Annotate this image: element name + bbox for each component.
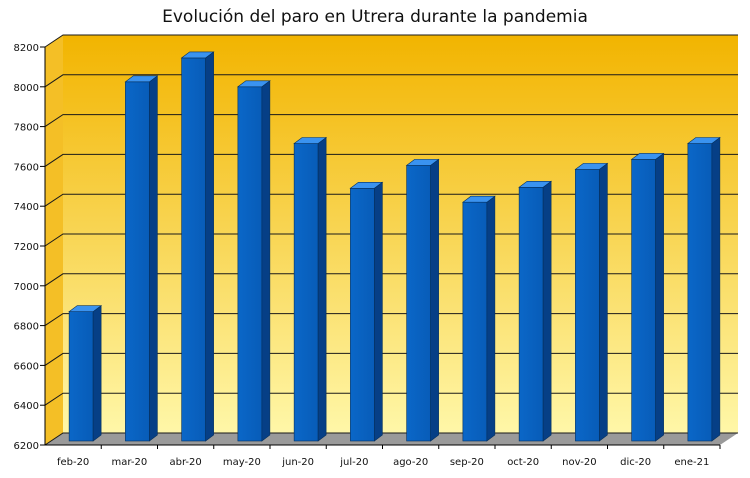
x-tick-label: abr-20 bbox=[169, 457, 201, 468]
x-tick-label: ago-20 bbox=[393, 457, 428, 468]
bar-side bbox=[374, 181, 383, 442]
bar-side bbox=[430, 158, 439, 442]
y-tick-label: 7200 bbox=[14, 242, 39, 253]
y-tick-label: 7800 bbox=[14, 123, 39, 134]
x-tick-label: mar-20 bbox=[112, 457, 148, 468]
y-tick-label: 8000 bbox=[14, 83, 39, 94]
bar-top bbox=[461, 195, 496, 203]
gridline bbox=[44, 313, 738, 327]
gridline bbox=[44, 432, 738, 446]
bar-side bbox=[92, 305, 102, 442]
bar bbox=[293, 143, 319, 442]
bar-top bbox=[630, 153, 665, 160]
y-tick-label: 7600 bbox=[14, 162, 39, 173]
y-tick-label: 6200 bbox=[14, 441, 39, 452]
bar-top bbox=[349, 181, 384, 189]
gridline bbox=[44, 352, 738, 366]
bar-top bbox=[124, 75, 159, 83]
chart-title: Evolución del paro en Utrera durante la … bbox=[162, 7, 588, 27]
x-tick-label: jul-20 bbox=[339, 457, 368, 468]
gridline bbox=[44, 153, 738, 167]
gridline bbox=[44, 34, 738, 48]
bar bbox=[518, 186, 544, 442]
y-tick-label: 7000 bbox=[14, 282, 39, 293]
x-tick-label: feb-20 bbox=[57, 457, 89, 468]
x-tick-label: ene-21 bbox=[674, 457, 709, 468]
bar bbox=[406, 165, 431, 442]
bar bbox=[687, 143, 713, 442]
bar bbox=[68, 311, 94, 442]
bar-top bbox=[574, 163, 609, 170]
bar-top bbox=[68, 305, 103, 312]
x-tick-label: oct-20 bbox=[507, 457, 539, 468]
bar-side bbox=[599, 162, 608, 442]
gridline bbox=[44, 193, 738, 207]
bar-side bbox=[655, 152, 664, 442]
x-tick-label: dic-20 bbox=[620, 457, 651, 468]
bar-side bbox=[261, 80, 271, 442]
bar bbox=[237, 86, 263, 442]
x-tick-label: may-20 bbox=[223, 457, 261, 468]
bar-top bbox=[518, 180, 553, 188]
gridline bbox=[44, 114, 738, 128]
bar-side bbox=[205, 51, 214, 442]
gridline bbox=[44, 233, 738, 247]
y-tick-label: 6800 bbox=[14, 322, 39, 333]
bar-side bbox=[149, 75, 158, 442]
x-tick-label: jun-20 bbox=[281, 457, 314, 468]
bar bbox=[350, 187, 375, 442]
floor bbox=[45, 433, 738, 445]
bar-top bbox=[686, 137, 721, 144]
bar bbox=[462, 201, 488, 442]
gridline bbox=[44, 273, 738, 287]
bar bbox=[631, 159, 656, 442]
x-tick-label: sep-20 bbox=[450, 457, 484, 468]
x-tick-label: nov-20 bbox=[562, 457, 596, 468]
bar bbox=[181, 57, 206, 442]
bar-side bbox=[542, 180, 552, 442]
bar-side bbox=[486, 195, 496, 442]
bar bbox=[575, 169, 600, 442]
gridline bbox=[44, 74, 738, 88]
y-tick-label: 6600 bbox=[14, 361, 39, 372]
bar bbox=[125, 81, 150, 442]
bar-top bbox=[293, 137, 328, 144]
y-tick-label: 7400 bbox=[14, 202, 39, 213]
bar-top bbox=[236, 80, 271, 88]
bar-top bbox=[180, 51, 215, 59]
y-tick-label: 8200 bbox=[14, 43, 39, 54]
y-tick-label: 6400 bbox=[14, 401, 39, 412]
bar-side bbox=[317, 136, 327, 442]
gridline bbox=[44, 392, 738, 406]
bar-top bbox=[405, 159, 440, 166]
bar-side bbox=[711, 136, 721, 442]
